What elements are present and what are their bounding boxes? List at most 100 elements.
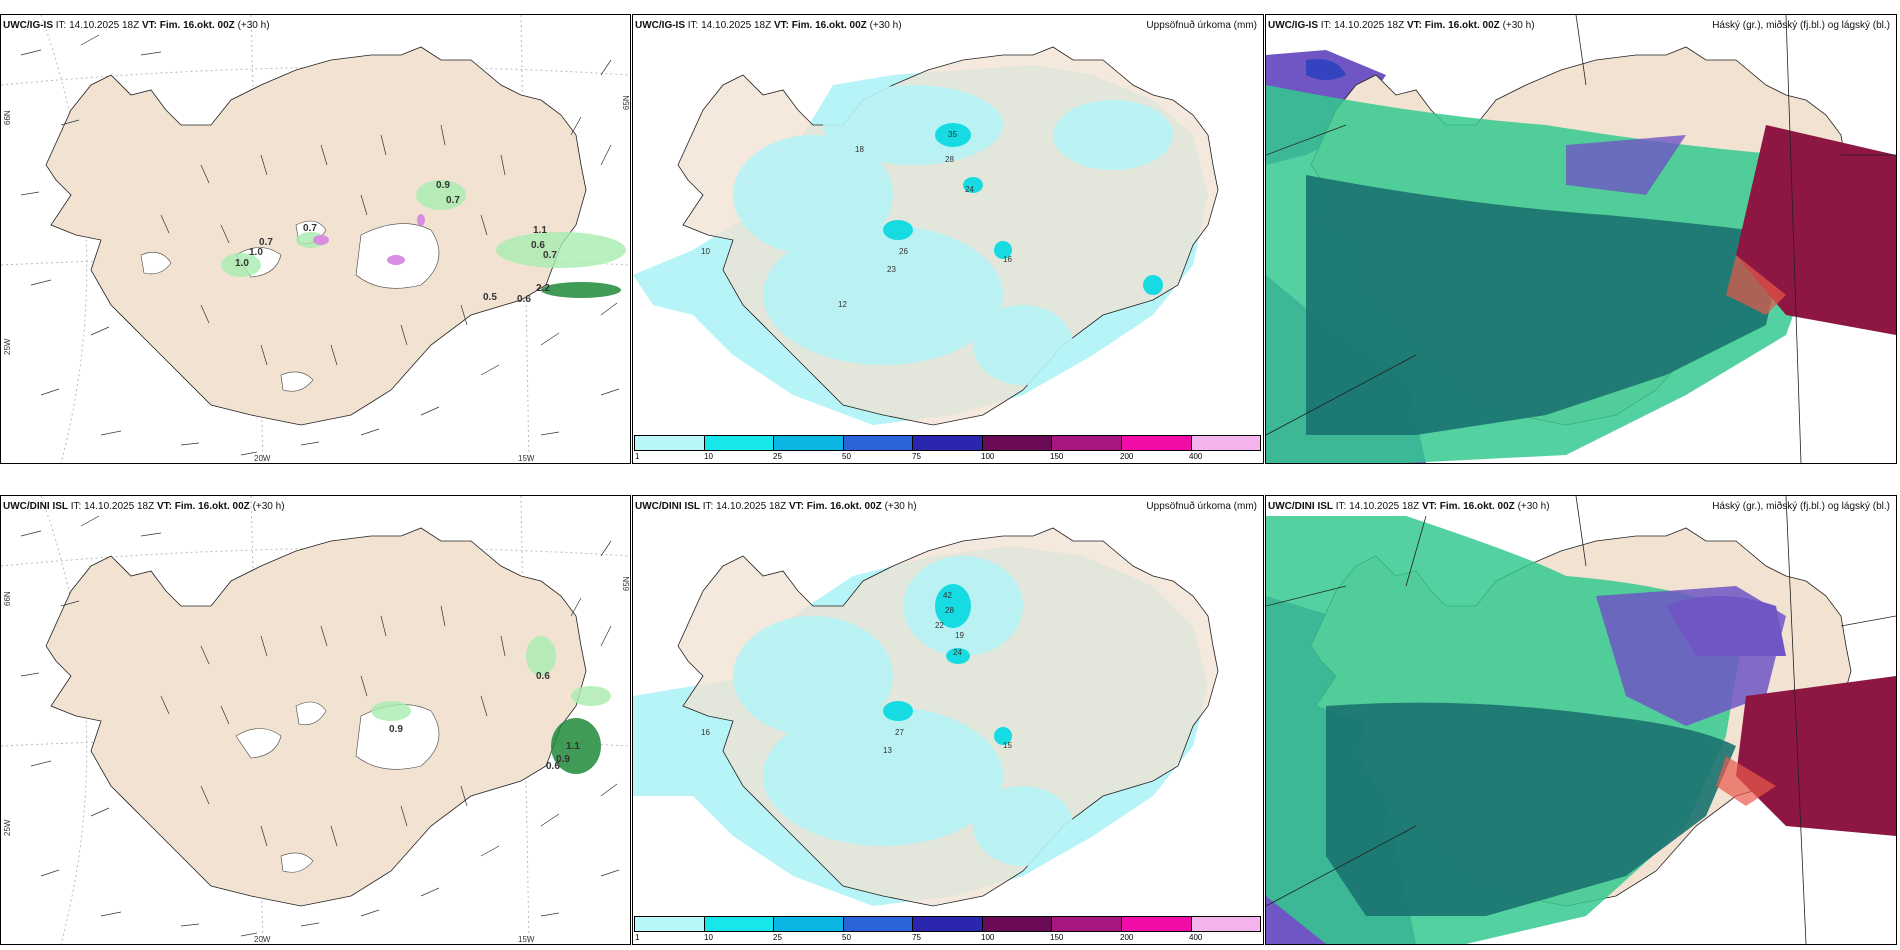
model-name: UWC/IG-IS	[3, 20, 53, 31]
legend-seg	[913, 436, 983, 450]
init-time: IT: 14.10.2025 18Z	[1335, 501, 1420, 512]
legend-label: 150	[1050, 452, 1064, 461]
legend-label: 25	[773, 933, 782, 942]
legend-seg	[774, 917, 844, 931]
lat-label-25w: 25W	[3, 338, 12, 355]
valid-time-label: VT:	[773, 20, 789, 31]
lead-time: (+30 h)	[252, 501, 285, 512]
valid-time-value: Fim. 16.okt. 00Z	[159, 20, 235, 31]
wind-value: 0.7	[543, 250, 557, 261]
lat-label-66n: 66N	[3, 591, 12, 606]
panel-subtitle: Uppsöfnuð úrkoma (mm)	[1146, 501, 1257, 512]
panel-wind-dini: UWC/DINI ISL IT: 14.10.2025 18Z VT: Fim.…	[0, 495, 631, 945]
precip-value: 16	[1003, 255, 1012, 264]
wind-value: 0.9	[436, 180, 450, 191]
wind-value: 0.5	[483, 292, 497, 303]
legend-seg	[982, 917, 1053, 931]
lead-time: (+30 h)	[869, 20, 902, 31]
wind-value: 0.7	[259, 237, 273, 248]
init-time: IT: 14.10.2025 18Z	[702, 501, 787, 512]
precip-value: 24	[953, 648, 962, 657]
precip-value: 22	[935, 621, 944, 630]
precip-value: 28	[945, 606, 954, 615]
wind-value: 2.2	[536, 283, 550, 294]
init-time: IT: 14.10.2025 18Z	[55, 20, 140, 31]
precip-value: 23	[887, 265, 896, 274]
legend-label: 100	[981, 933, 995, 942]
precip-value: 18	[855, 145, 864, 154]
legend-seg	[1191, 436, 1261, 450]
wind-value: 0.6	[517, 294, 531, 305]
valid-time-label: VT:	[1421, 501, 1437, 512]
panel-subtitle: Háský (gr.), miðský (fj.bl.) og lágský (…	[1712, 20, 1890, 31]
legend-label: 50	[842, 933, 851, 942]
init-time: IT: 14.10.2025 18Z	[70, 501, 155, 512]
panel-clouds-igis: UWC/IG-IS IT: 14.10.2025 18Z VT: Fim. 16…	[1265, 14, 1897, 464]
precip-map	[633, 527, 1219, 907]
legend-label: 400	[1189, 933, 1203, 942]
panel-subtitle: Háský (gr.), miðský (fj.bl.) og lágský (…	[1712, 501, 1890, 512]
wind-value: 1.0	[235, 258, 249, 269]
legend-seg	[1121, 917, 1192, 931]
valid-time-label: VT:	[156, 501, 172, 512]
legend-seg	[843, 436, 914, 450]
color-legend	[634, 916, 1261, 932]
lead-time: (+30 h)	[1517, 501, 1550, 512]
valid-time-value: Fim. 16.okt. 00Z	[174, 501, 250, 512]
precip-value: 19	[955, 631, 964, 640]
init-time: IT: 14.10.2025 18Z	[1320, 20, 1405, 31]
legend-labels: 1 10 25 50 75 100 150 200 400	[634, 933, 1259, 944]
valid-time-value: Fim. 16.okt. 00Z	[1424, 20, 1500, 31]
legend-seg	[1052, 917, 1122, 931]
precip-value: 16	[701, 728, 710, 737]
legend-label: 75	[912, 452, 921, 461]
lat-label-65n-right: 65N	[622, 576, 631, 591]
valid-time-label: VT:	[1406, 20, 1422, 31]
legend-label: 50	[842, 452, 851, 461]
glacier-myrdalsjokull	[280, 852, 314, 873]
legend-label: 150	[1050, 933, 1064, 942]
valid-time-value: Fim. 16.okt. 00Z	[806, 501, 882, 512]
cloud-map	[1266, 15, 1896, 463]
panel-header: UWC/IG-IS IT: 14.10.2025 18Z VT: Fim. 16…	[3, 20, 270, 31]
precip-value: 10	[701, 247, 710, 256]
precip-map	[633, 46, 1219, 426]
precip-value: 28	[945, 155, 954, 164]
legend-seg	[704, 436, 775, 450]
precip-value: 24	[965, 185, 974, 194]
lead-time: (+30 h)	[237, 20, 270, 31]
valid-time-value: Fim. 16.okt. 00Z	[791, 20, 867, 31]
panel-precip-dini: UWC/DINI ISL IT: 14.10.2025 18Z VT: Fim.…	[632, 495, 1264, 945]
valid-time-label: VT:	[141, 20, 157, 31]
wind-value: 1.1	[533, 225, 547, 236]
precip-value: 26	[899, 247, 908, 256]
model-name: UWC/DINI ISL	[635, 501, 700, 512]
wind-value: 0.6	[546, 761, 560, 772]
lat-label-65n-right: 65N	[622, 95, 631, 110]
wind-map	[1, 15, 630, 463]
legend-seg	[635, 436, 705, 450]
glacier-hofsjokull	[295, 701, 327, 725]
wind-value: 1.0	[249, 247, 263, 258]
panel-header: UWC/DINI ISL IT: 14.10.2025 18Z VT: Fim.…	[3, 501, 285, 512]
model-name: UWC/DINI ISL	[1268, 501, 1333, 512]
init-time: IT: 14.10.2025 18Z	[687, 20, 772, 31]
glacier-langjokull	[235, 728, 282, 759]
cloud-map	[1266, 496, 1896, 944]
lon-label-15w: 15W	[518, 935, 535, 944]
lat-label-66n: 66N	[3, 110, 12, 125]
precip-value: 13	[883, 746, 892, 755]
legend-seg	[982, 436, 1053, 450]
legend-seg	[1191, 917, 1261, 931]
panel-precip-igis: UWC/IG-IS IT: 14.10.2025 18Z VT: Fim. 16…	[632, 14, 1264, 464]
legend-seg	[704, 917, 775, 931]
lon-label-20w: 20W	[254, 935, 271, 944]
legend-seg	[1121, 436, 1192, 450]
legend-label: 10	[704, 933, 713, 942]
precip-value: 15	[1003, 741, 1012, 750]
legend-label: 200	[1120, 452, 1134, 461]
legend-label: 400	[1189, 452, 1203, 461]
legend-label: 25	[773, 452, 782, 461]
model-name: UWC/IG-IS	[635, 20, 685, 31]
precip-value: 42	[943, 591, 952, 600]
